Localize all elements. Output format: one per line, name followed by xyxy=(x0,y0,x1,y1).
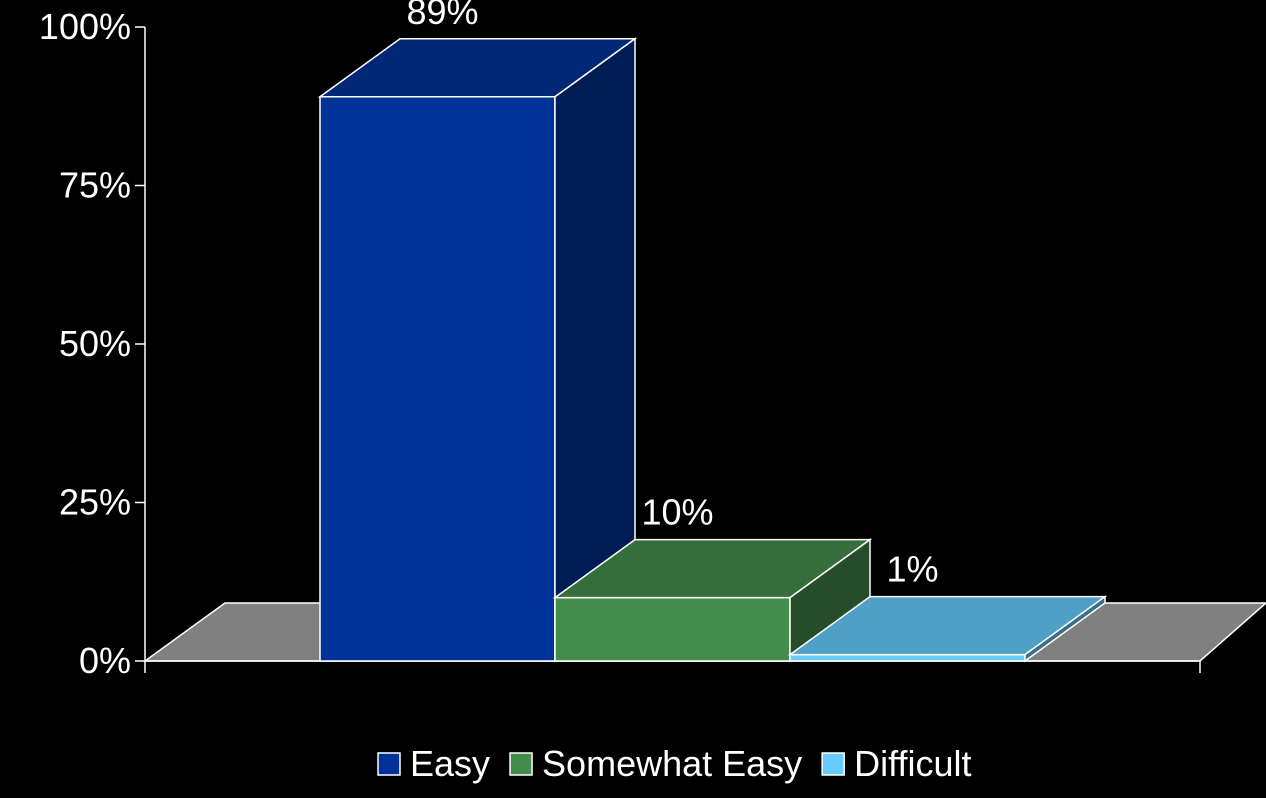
y-tick-label: 50% xyxy=(59,323,131,364)
y-tick-label: 25% xyxy=(59,482,131,523)
legend-swatch xyxy=(509,752,533,776)
bar-side xyxy=(1024,595,1106,663)
bar-front xyxy=(554,596,791,662)
legend-swatch xyxy=(821,752,845,776)
data-label: 10% xyxy=(641,492,713,533)
y-tick-label: 75% xyxy=(59,165,131,206)
bar-front xyxy=(789,653,1026,662)
data-label: 1% xyxy=(886,549,938,590)
legend-label: Somewhat Easy xyxy=(542,743,802,784)
legend-label: Easy xyxy=(410,743,490,784)
y-tick-label: 100% xyxy=(39,6,131,47)
bar-front xyxy=(319,95,556,662)
legend-label: Difficult xyxy=(854,743,971,784)
data-label: 89% xyxy=(406,0,478,32)
legend-swatch xyxy=(377,752,401,776)
y-tick-label: 0% xyxy=(79,640,131,681)
